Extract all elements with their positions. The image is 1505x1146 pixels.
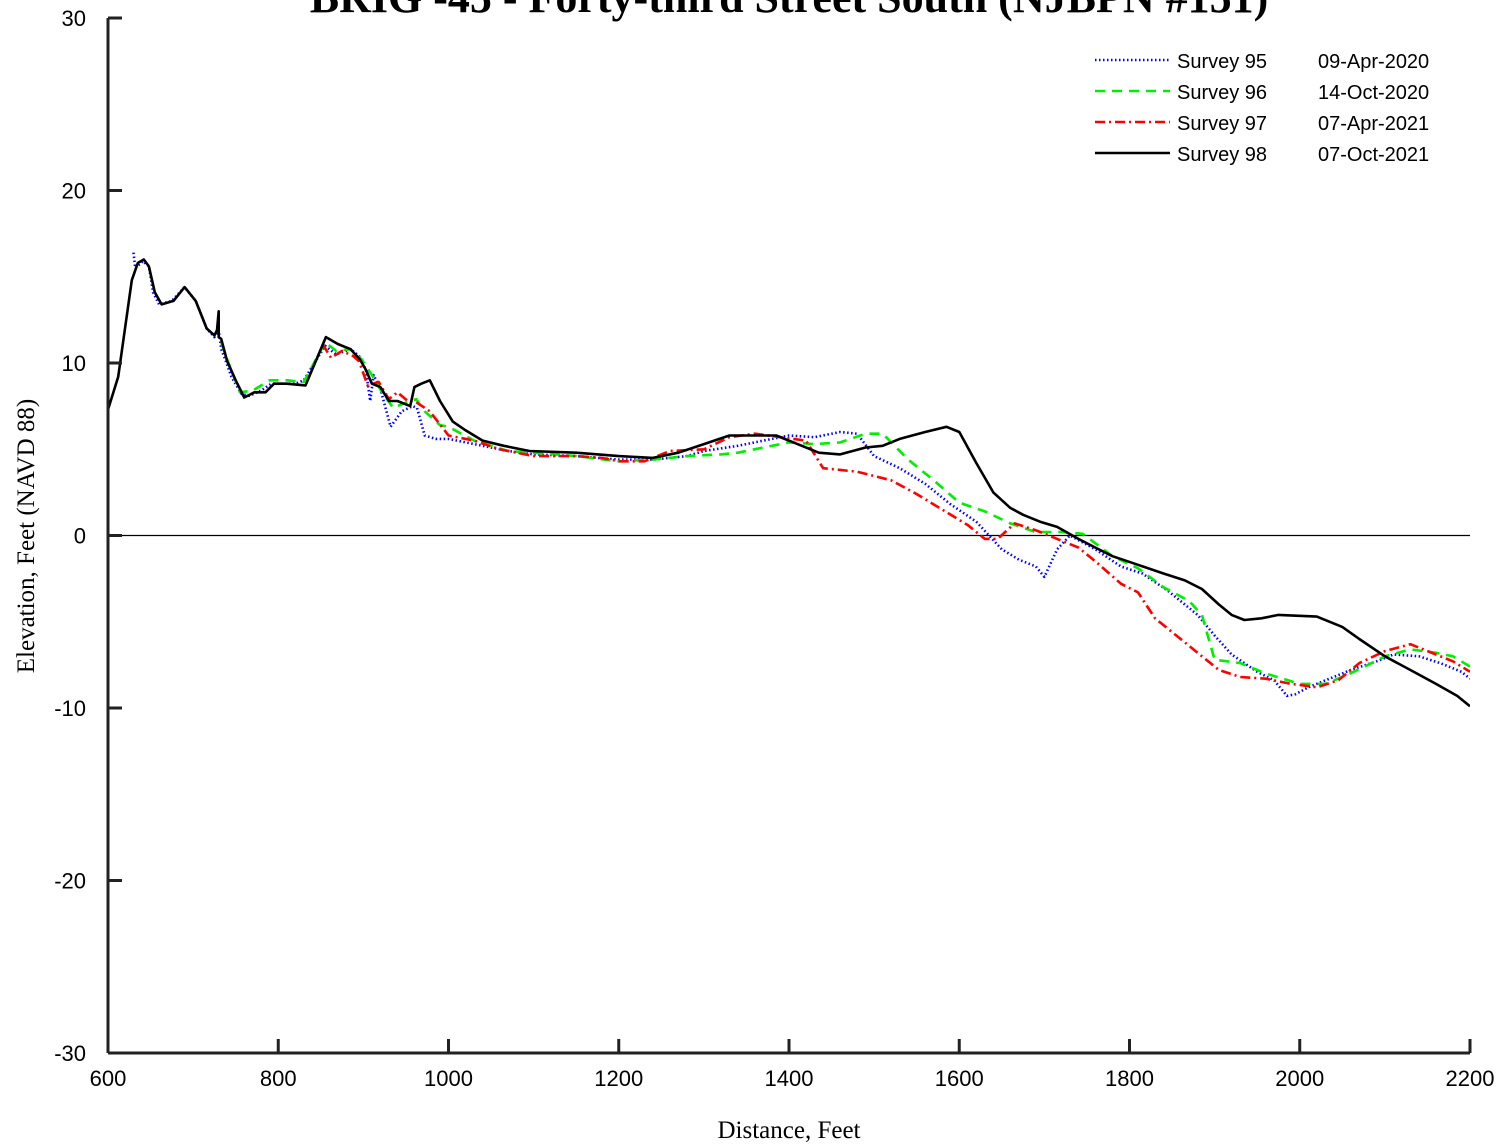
- x-axis-title: Distance, Feet: [717, 1117, 860, 1144]
- legend-series-date: 07-Oct-2021: [1318, 144, 1429, 166]
- x-tick-label: 800: [260, 1066, 297, 1091]
- chart-title: BRIG -45 - Forty-third Street South (NJB…: [310, 0, 1269, 22]
- x-tick-label: 1400: [765, 1066, 814, 1091]
- y-axis-title: Elevation, Feet (NAVD 88): [13, 399, 40, 674]
- series-line: [108, 258, 1470, 708]
- legend-series-name: Survey 97: [1177, 113, 1267, 135]
- y-axis-ticks: -30 -20 -10 0 10 20 30: [54, 6, 122, 1066]
- legend-series-date: 07-Apr-2021: [1318, 113, 1429, 135]
- legend-series-date: 09-Apr-2020: [1318, 51, 1429, 73]
- y-tick-label: 0: [74, 524, 86, 549]
- x-tick-label: 1800: [1105, 1066, 1154, 1091]
- y-tick-label: 30: [62, 6, 86, 31]
- x-tick-label: 1200: [594, 1066, 643, 1091]
- x-axis-ticks: 600 800 1000 1200 1400 1600 1800 2000 2200: [90, 1039, 1495, 1091]
- legend: Survey 95 09-Apr-2020 Survey 96 14-Oct-2020…: [1095, 51, 1429, 166]
- x-tick-label: 1600: [935, 1066, 984, 1091]
- legend-series-name: Survey 95: [1177, 51, 1267, 73]
- y-tick-label: 20: [62, 179, 86, 204]
- series-line: [132, 252, 1470, 698]
- legend-series-date: 14-Oct-2020: [1318, 82, 1429, 104]
- x-tick-label: 1000: [424, 1066, 473, 1091]
- y-tick-label: 10: [62, 351, 86, 376]
- legend-series-name: Survey 96: [1177, 82, 1267, 104]
- series-line: [219, 341, 1470, 686]
- series-line: [321, 343, 1470, 689]
- y-tick-label: -30: [54, 1041, 86, 1066]
- legend-series-name: Survey 98: [1177, 144, 1267, 166]
- x-tick-label: 600: [90, 1066, 127, 1091]
- x-tick-label: 2200: [1446, 1066, 1495, 1091]
- series-lines: [108, 252, 1470, 708]
- x-tick-label: 2000: [1275, 1066, 1324, 1091]
- y-tick-label: -10: [54, 696, 86, 721]
- y-tick-label: -20: [54, 869, 86, 894]
